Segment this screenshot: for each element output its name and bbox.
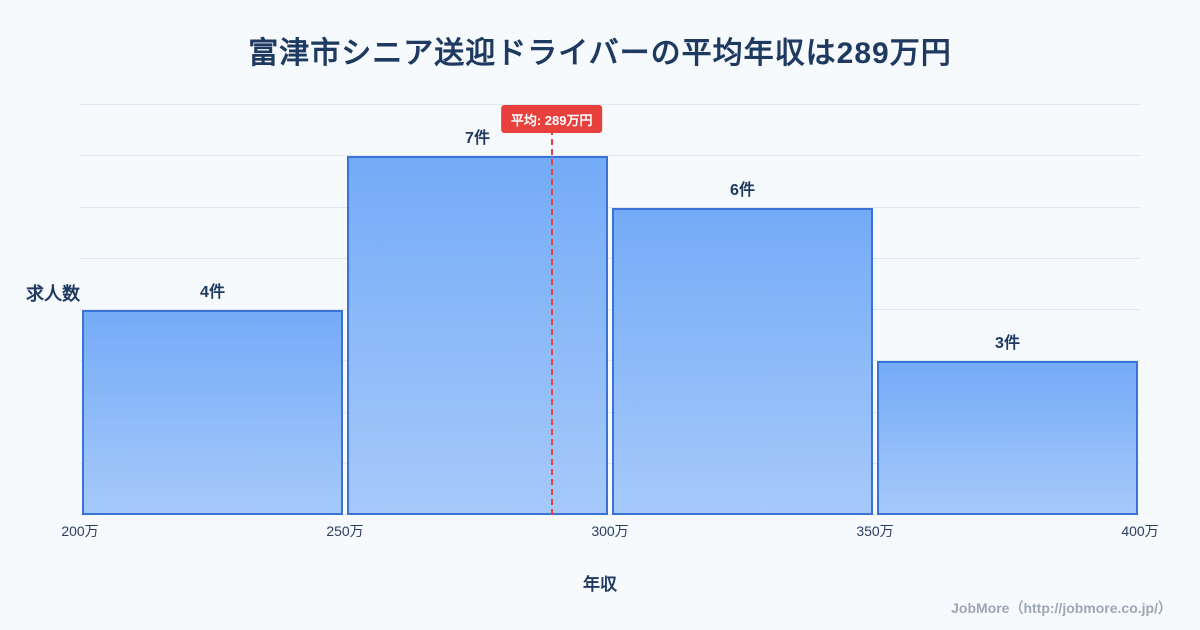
x-tick-label: 300万 <box>591 523 629 539</box>
bar-count-label: 4件 <box>200 284 225 301</box>
bar-count-label: 3件 <box>995 335 1020 353</box>
x-tick-label: 250万 <box>326 523 364 539</box>
gridline <box>80 155 1140 157</box>
histogram-bar <box>347 156 608 515</box>
bar-count-label: 6件 <box>730 181 755 199</box>
y-axis-label: 求人数 <box>26 284 80 304</box>
average-line <box>550 129 553 515</box>
gridline <box>80 514 1140 515</box>
histogram-bar <box>877 361 1138 515</box>
gridline <box>80 411 1140 413</box>
gridline <box>80 104 1140 105</box>
plot-area: 4件 7件 6件 3件 200万 250万 300万 350万 400万 平均: 289万円 <box>61 104 1159 539</box>
x-tick-label: 350万 <box>856 523 894 539</box>
gridline <box>80 309 1140 310</box>
average-badge: 平均: 289万円 <box>500 105 603 133</box>
gridline <box>80 257 1140 259</box>
x-tick-label: 200万 <box>61 523 99 539</box>
histogram-bar <box>612 207 873 515</box>
footer-credit: JobMore（http://jobmore.co.jp/） <box>951 600 1172 616</box>
bar-count-label: 7件 <box>465 130 490 148</box>
gridline <box>80 206 1140 208</box>
chart-title: 富津市シニア送迎ドライバーの平均年収は289万円 <box>248 37 952 70</box>
gridline <box>80 462 1140 464</box>
gridline <box>80 360 1140 362</box>
x-axis-label: 年収 <box>583 575 617 594</box>
histogram-bar <box>82 310 343 515</box>
x-tick-label: 400万 <box>1121 523 1159 539</box>
